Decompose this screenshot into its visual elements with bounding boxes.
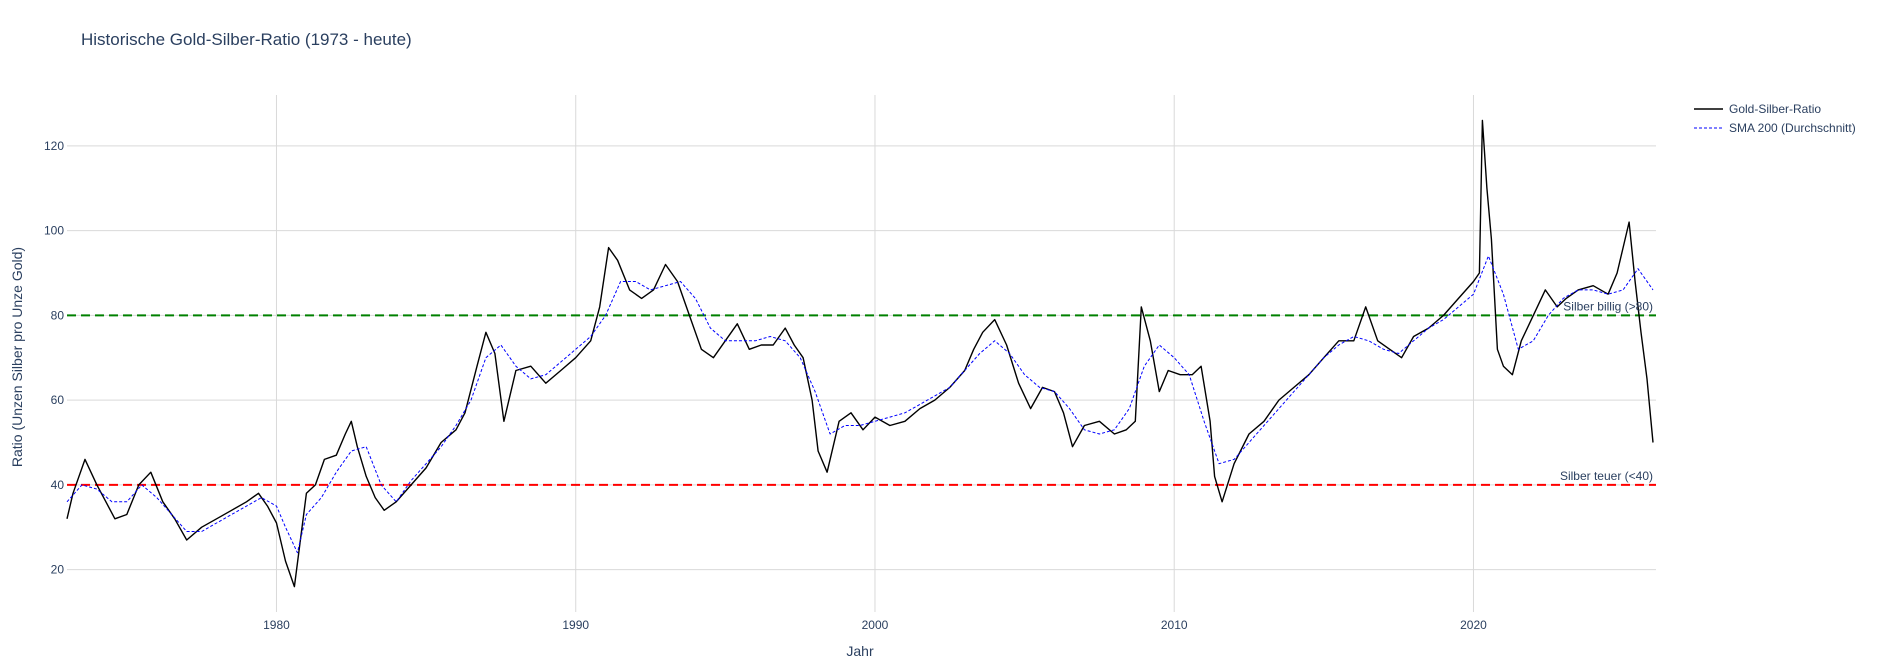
legend-item-label: Gold-Silber-Ratio [1729, 102, 1821, 116]
reference-line-label-80: Silber billig (>80) [1563, 299, 1653, 313]
chart-title: Historische Gold-Silber-Ratio (1973 - he… [81, 30, 412, 49]
x-tick-label: 2020 [1460, 618, 1487, 632]
y-tick-label: 20 [51, 563, 65, 577]
y-ticks: 20 40 60 80 100 120 [44, 139, 64, 577]
reference-lines [67, 314, 1656, 486]
series-line-ratio [66, 119, 1654, 588]
reference-line-label-40: Silber teuer (<40) [1560, 469, 1653, 483]
y-tick-label: 60 [51, 393, 65, 407]
series-line-sma200 [66, 255, 1654, 554]
x-ticks: 1980 1990 2000 2010 2020 [263, 618, 1487, 632]
y-tick-label: 100 [44, 224, 64, 238]
x-axis-title: Jahr [846, 643, 874, 659]
y-tick-label: 120 [44, 139, 64, 153]
x-tick-label: 1990 [562, 618, 589, 632]
legend-item-label: SMA 200 (Durchschnitt) [1729, 121, 1856, 135]
y-tick-label: 80 [51, 308, 65, 322]
x-tick-label: 2010 [1161, 618, 1188, 632]
series-group [66, 119, 1654, 588]
grid [67, 95, 1656, 612]
y-tick-label: 40 [51, 478, 65, 492]
legend[interactable]: Gold-Silber-Ratio SMA 200 (Durchschnitt) [1694, 102, 1856, 135]
x-tick-label: 2000 [862, 618, 889, 632]
x-tick-label: 1980 [263, 618, 290, 632]
annotations: Silber billig (>80) Silber teuer (<40) [1560, 299, 1653, 483]
y-axis-title: Ratio (Unzen Silber pro Unze Gold) [9, 247, 25, 467]
